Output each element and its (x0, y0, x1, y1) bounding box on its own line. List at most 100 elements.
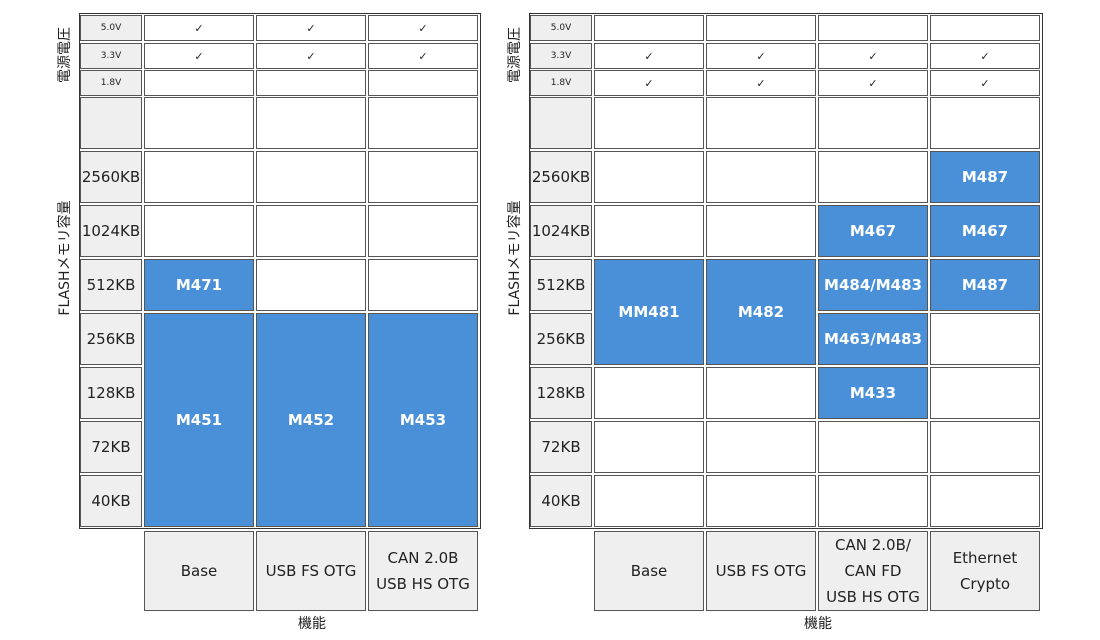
cell (706, 205, 816, 257)
model-block: M453 (368, 313, 478, 527)
model-block: M484/M483 (818, 259, 928, 311)
model-block: M451 (144, 313, 254, 527)
model-block: M452 (256, 313, 366, 527)
function-label: USB FS OTG (256, 531, 366, 611)
cell (930, 475, 1040, 527)
cell (368, 151, 478, 203)
voltage-check: ✓ (368, 43, 478, 69)
cell (930, 421, 1040, 473)
flash-axis-label: FLASHメモリ容量 (57, 200, 73, 316)
voltage-check: ✓ (594, 43, 704, 69)
blank-cell (144, 97, 254, 149)
cell (256, 205, 366, 257)
model-block: M482 (706, 259, 816, 365)
blank-cell (80, 97, 142, 149)
cell (594, 367, 704, 419)
voltage-axis-label: 電源電圧 (507, 27, 523, 83)
cell (594, 151, 704, 203)
model-block: M433 (818, 367, 928, 419)
model-block: M471 (144, 259, 254, 311)
voltage-check: ✓ (818, 70, 928, 96)
cell (930, 313, 1040, 365)
blank-cell (530, 97, 592, 149)
cell (368, 205, 478, 257)
function-axis-label: 機能 (298, 616, 326, 632)
voltage-check: ✓ (706, 43, 816, 69)
voltage-check: ✓ (368, 15, 478, 41)
function-label: Ethernet Crypto (930, 531, 1040, 611)
voltage-check (930, 15, 1040, 41)
cell (930, 367, 1040, 419)
voltage-check (368, 70, 478, 96)
voltage-label: 1.8V (530, 70, 592, 96)
cell (144, 205, 254, 257)
size-label: 40KB (80, 475, 142, 527)
cell (594, 421, 704, 473)
cell (818, 151, 928, 203)
blank-cell (256, 97, 366, 149)
function-label: CAN 2.0B/ CAN FD USB HS OTG (818, 531, 928, 611)
cell (594, 475, 704, 527)
voltage-check: ✓ (256, 43, 366, 69)
model-block: M467 (818, 205, 928, 257)
blank-cell (368, 97, 478, 149)
model-block: M487 (930, 151, 1040, 203)
cell (256, 151, 366, 203)
function-label: Base (144, 531, 254, 611)
cell (818, 475, 928, 527)
voltage-check (144, 70, 254, 96)
voltage-check: ✓ (818, 43, 928, 69)
blank-cell (818, 97, 928, 149)
cell (706, 421, 816, 473)
size-label: 2560KB (530, 151, 592, 203)
voltage-label: 1.8V (80, 70, 142, 96)
model-block: M463/M483 (818, 313, 928, 365)
function-label: CAN 2.0B USB HS OTG (368, 531, 478, 611)
size-label: 40KB (530, 475, 592, 527)
table-border (79, 13, 481, 529)
voltage-check (706, 15, 816, 41)
voltage-check: ✓ (594, 70, 704, 96)
model-block: M467 (930, 205, 1040, 257)
size-label: 512KB (80, 259, 142, 311)
size-label: 256KB (80, 313, 142, 365)
cell (594, 205, 704, 257)
size-label: 128KB (80, 367, 142, 419)
blank-cell (930, 97, 1040, 149)
cell (818, 421, 928, 473)
voltage-axis-label: 電源電圧 (57, 27, 73, 83)
size-label: 1024KB (80, 205, 142, 257)
cell (706, 475, 816, 527)
voltage-check: ✓ (930, 43, 1040, 69)
cell (256, 259, 366, 311)
function-axis-label: 機能 (804, 616, 832, 632)
function-label: Base (594, 531, 704, 611)
size-label: 2560KB (80, 151, 142, 203)
voltage-label: 3.3V (530, 43, 592, 69)
cell (144, 151, 254, 203)
size-label: 512KB (530, 259, 592, 311)
voltage-check (256, 70, 366, 96)
size-label: 1024KB (530, 205, 592, 257)
size-label: 72KB (530, 421, 592, 473)
model-block: M487 (930, 259, 1040, 311)
table-border (529, 13, 1043, 529)
voltage-check: ✓ (144, 15, 254, 41)
size-label: 72KB (80, 421, 142, 473)
voltage-label: 5.0V (80, 15, 142, 41)
voltage-check: ✓ (930, 70, 1040, 96)
size-label: 128KB (530, 367, 592, 419)
voltage-label: 5.0V (530, 15, 592, 41)
voltage-check: ✓ (144, 43, 254, 69)
voltage-check: ✓ (706, 70, 816, 96)
voltage-label: 3.3V (80, 43, 142, 69)
voltage-check (818, 15, 928, 41)
voltage-check: ✓ (256, 15, 366, 41)
function-label: USB FS OTG (706, 531, 816, 611)
voltage-check (594, 15, 704, 41)
blank-cell (594, 97, 704, 149)
blank-cell (706, 97, 816, 149)
flash-axis-label: FLASHメモリ容量 (507, 200, 523, 316)
cell (368, 259, 478, 311)
